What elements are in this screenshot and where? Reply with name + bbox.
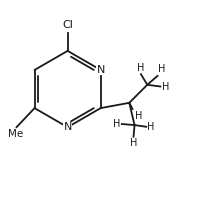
Text: N: N [96,65,105,75]
Text: N: N [63,122,72,132]
Text: Cl: Cl [62,20,73,30]
Text: H: H [130,138,137,148]
Text: H: H [162,82,169,92]
Text: H: H [137,63,144,73]
Text: H: H [147,122,155,132]
Text: H: H [113,119,120,129]
Text: H: H [135,111,143,121]
Text: Me: Me [8,129,23,139]
Text: H: H [158,64,166,74]
